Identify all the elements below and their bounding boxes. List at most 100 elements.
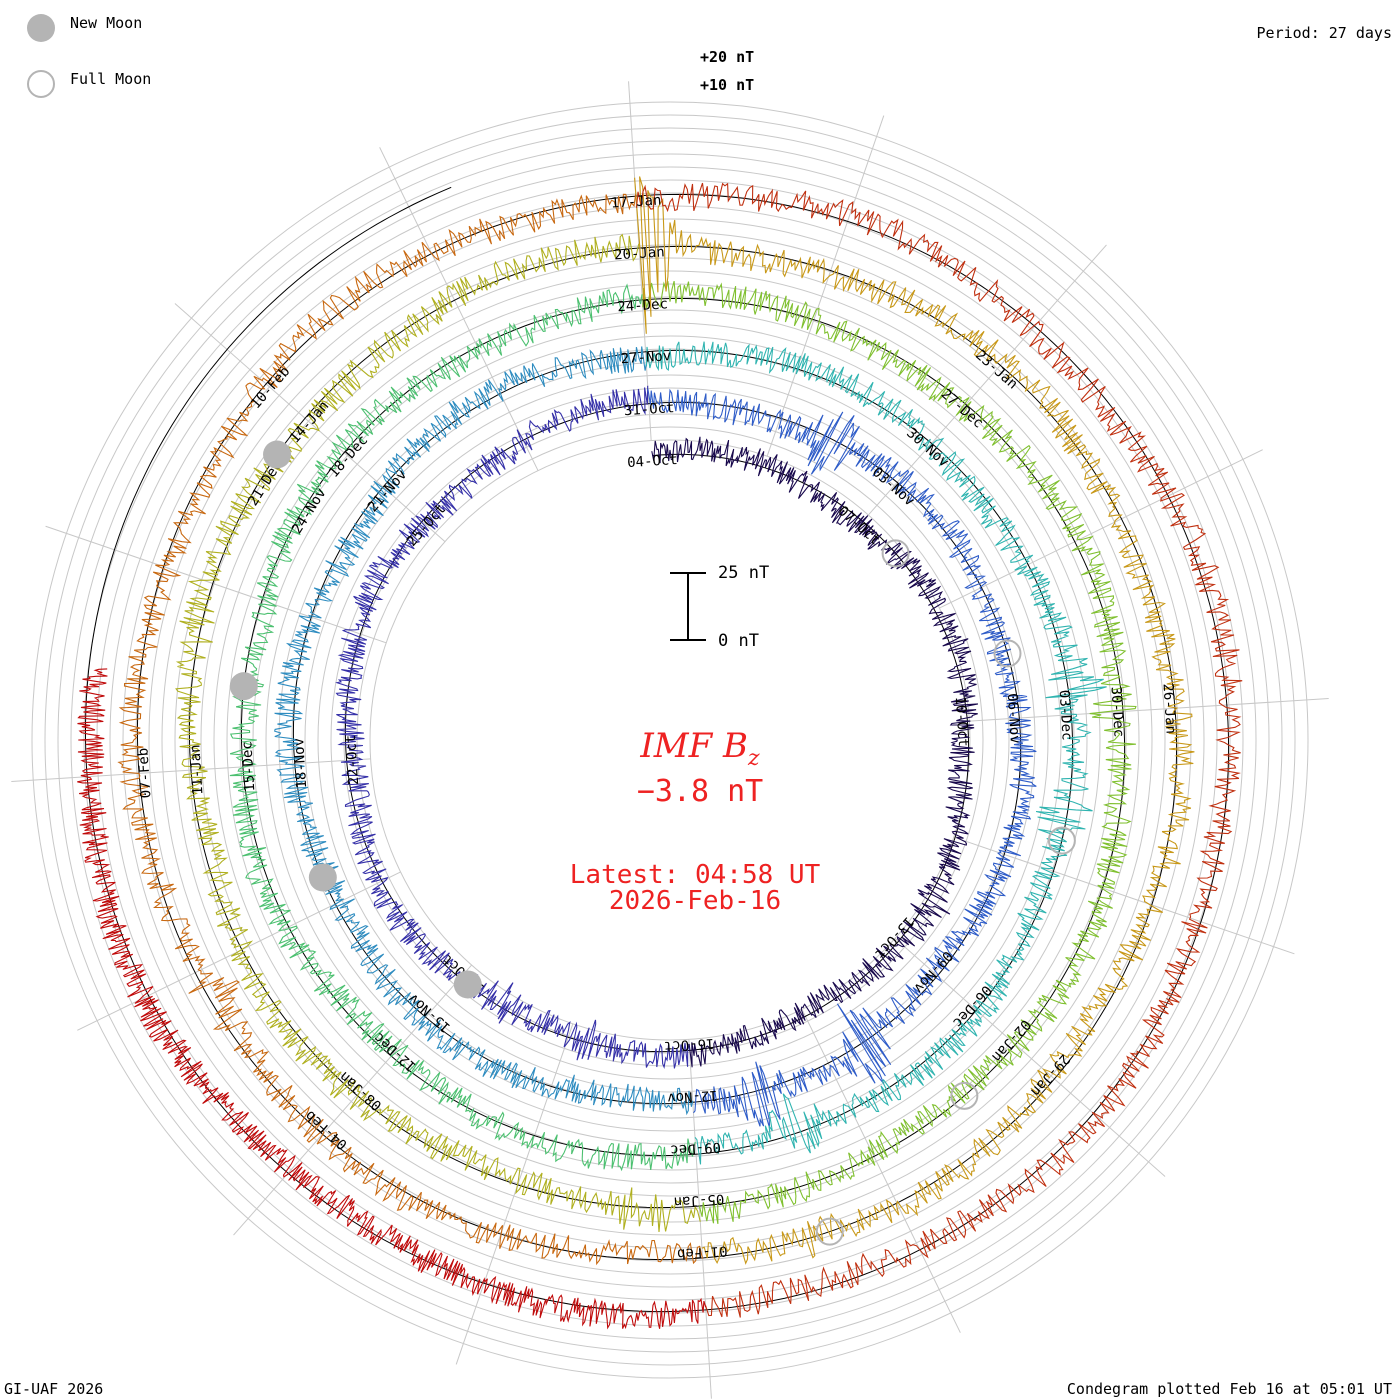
date-label: 15-Dec — [239, 741, 258, 792]
series-trace-1 — [651, 436, 979, 1068]
latest-time: Latest: 04:58 UT — [569, 860, 821, 890]
variable-name-sub: z — [748, 745, 760, 771]
legend-full-moon-label: Full Moon — [70, 70, 152, 88]
series-trace-10 — [117, 193, 704, 1266]
date-label: 05-Jan — [673, 1191, 724, 1210]
grid-spoke — [801, 1009, 961, 1333]
offset-label-20: +20 nT — [700, 48, 755, 66]
date-label: 30-Dec — [1108, 686, 1127, 737]
new-moon-marker-icon — [263, 440, 292, 469]
date-label: 26-Jan — [1159, 683, 1178, 734]
grid-spoke — [379, 147, 539, 471]
variable-name: IMF Bz — [500, 726, 900, 771]
offset-label-10: +10 nT — [700, 76, 755, 94]
date-label: 20-Jan — [614, 244, 665, 263]
grid-ring — [135, 205, 1205, 1275]
date-label: 06-Nov — [1004, 693, 1023, 744]
grid-ring — [70, 140, 1270, 1340]
grid-ring — [57, 127, 1283, 1353]
series-trace-7 — [642, 280, 1137, 1224]
grid-ring — [291, 361, 1049, 1119]
grid-spoke — [969, 698, 1329, 722]
scale-bar — [670, 572, 706, 641]
date-label: 18-Nov — [291, 737, 310, 788]
grid-ring — [239, 309, 1101, 1171]
variable-name-main: IMF B — [640, 726, 749, 766]
grid-ring — [330, 400, 1010, 1080]
current-value: −3.8 nT — [636, 774, 764, 809]
period-label: Period: 27 days — [1256, 24, 1392, 42]
grid-spoke — [939, 449, 1263, 609]
grid-ring — [109, 179, 1231, 1301]
grid-ring — [174, 244, 1166, 1236]
date-label: 31-Oct — [623, 400, 674, 419]
date-label: 03-Dec — [1056, 689, 1075, 740]
grid-spoke — [628, 81, 652, 441]
grid-ring — [187, 257, 1153, 1223]
legend — [27, 14, 55, 98]
series-trace-3 — [647, 388, 1037, 1129]
grid-spoke — [174, 303, 446, 542]
grid-ring — [96, 166, 1244, 1314]
latest-date: 2026-Feb-16 — [608, 886, 782, 916]
grid-ring — [265, 335, 1075, 1145]
credit-label: GI-UAF 2026 — [4, 1380, 104, 1398]
date-label: 07-Feb — [135, 747, 154, 798]
new-moon-marker-icon — [308, 863, 337, 892]
date-label: 24-Nov — [289, 485, 330, 536]
grid-ring — [317, 387, 1023, 1093]
series-trace-8 — [175, 233, 701, 1233]
date-label: 13-Oct — [871, 913, 916, 962]
series-trace-2 — [335, 385, 691, 1070]
grid-ring — [304, 374, 1036, 1106]
grid-ring — [213, 283, 1127, 1197]
grid-spoke — [953, 836, 1295, 955]
date-label: 24-Dec — [617, 296, 668, 315]
date-label: 07-Oct — [835, 503, 884, 548]
full-moon-icon — [27, 70, 55, 98]
moon-markers — [229, 440, 1076, 1246]
legend-new-moon-label: New Moon — [70, 14, 143, 32]
grid-ring — [356, 426, 984, 1054]
grid-spoke — [233, 964, 472, 1236]
grid-ring — [31, 101, 1309, 1379]
series-trace-4 — [274, 346, 694, 1116]
series-trace-9 — [634, 176, 1195, 1265]
full-moon-marker-icon — [993, 639, 1022, 668]
date-label: 27-Nov — [620, 348, 671, 367]
grid-ring — [44, 114, 1296, 1366]
new-moon-marker-icon — [453, 970, 482, 999]
series-trace-5 — [645, 341, 1107, 1165]
grid-spoke — [868, 244, 1107, 516]
grid-spoke — [45, 525, 387, 644]
grid-ring — [369, 439, 971, 1041]
date-label: 16-Oct — [663, 1035, 714, 1054]
date-label: 17-Jan — [610, 192, 661, 211]
grid-ring — [200, 270, 1140, 1210]
scale-top-label: 25 nT — [718, 563, 770, 583]
grid-spoke — [455, 1023, 574, 1365]
date-label: 10-Oct — [952, 696, 971, 747]
date-label: 22-Oct — [343, 734, 362, 785]
plotted-timestamp: Condegram plotted Feb 16 at 05:01 UT — [1066, 1380, 1392, 1398]
new-moon-marker-icon — [229, 672, 258, 701]
full-moon-marker-icon — [881, 539, 910, 568]
date-label: 12-Nov — [667, 1087, 718, 1106]
grid-ring — [148, 218, 1192, 1262]
scale-bottom-label: 0 nT — [718, 631, 759, 651]
full-moon-marker-icon — [1047, 826, 1076, 855]
full-moon-marker-icon — [815, 1217, 844, 1246]
date-label: 09-Dec — [670, 1139, 721, 1158]
data-series — [77, 176, 1243, 1330]
date-label: 11-Jan — [187, 744, 206, 795]
date-label: 04-Oct — [627, 452, 678, 471]
grid-ring — [343, 413, 997, 1067]
full-moon-marker-icon — [950, 1081, 979, 1110]
date-label: 01-Feb — [677, 1242, 728, 1261]
series-trace-6 — [229, 283, 696, 1172]
grid-rings — [11, 81, 1329, 1399]
new-moon-icon — [27, 14, 55, 42]
series-trace-12 — [77, 668, 707, 1330]
series-trace-11 — [635, 182, 1243, 1318]
